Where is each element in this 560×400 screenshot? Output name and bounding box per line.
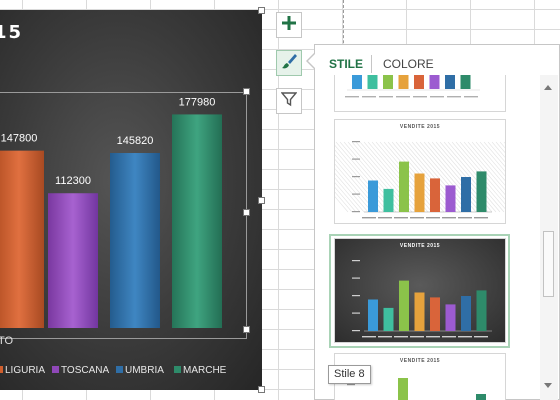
chart-bar[interactable] — [48, 193, 98, 328]
chart-plot: TO LIGURIA TOSCANA UMBRIA MARCHE 147800 1123… — [0, 96, 227, 376]
thumbnail-bar — [445, 304, 456, 331]
style-thumbnail-2[interactable]: VENDITE 2015 — [334, 119, 506, 224]
thumbnail-bar — [398, 75, 409, 89]
thumbnail-bar — [367, 75, 378, 89]
style-thumbnail-4-preview — [347, 378, 486, 400]
resize-handle-right[interactable] — [258, 197, 265, 204]
style-tooltip: Stile 8 — [328, 365, 371, 384]
thumbnail-bar — [414, 292, 425, 331]
thumbnail-bar — [414, 75, 424, 89]
thumbnail-bar — [445, 75, 455, 89]
style-thumbnail-3-preview — [352, 260, 492, 338]
thumbnail-bar — [445, 185, 456, 212]
legend-entry: UMBRIA — [125, 365, 164, 376]
pane-pointer-inner — [308, 53, 316, 69]
style-thumbnail-4-title: VENDITE 2015 — [399, 358, 441, 364]
tab-separator — [371, 55, 372, 73]
thumbnail-bar — [476, 171, 487, 212]
legend-entry: TOSCANA — [61, 365, 109, 376]
chart-bar[interactable] — [172, 114, 222, 328]
plot-handle-right[interactable] — [243, 209, 250, 216]
thumbnail-bar — [430, 297, 440, 331]
legend-entry: LIGURIA — [5, 365, 45, 376]
style-thumbnail-1[interactable] — [334, 75, 506, 112]
thumbnail-bar — [383, 75, 393, 89]
thumbnail-bar — [383, 188, 394, 212]
thumbnail-bar — [368, 180, 378, 212]
chart-data-label: 147800 — [1, 133, 38, 145]
scroll-down-arrow-icon[interactable] — [544, 383, 552, 388]
plus-icon — [281, 15, 297, 36]
style-thumbnail-3[interactable]: VENDITE 2015 — [334, 238, 506, 343]
pane-scrollbar-thumb[interactable] — [543, 231, 554, 297]
funnel-icon — [280, 91, 298, 112]
thumbnail-chart — [335, 141, 505, 219]
chart-area[interactable]: 15 TO LIGURIA TOSCANA UMBRIA MARCHE 147800 1… — [0, 10, 262, 390]
thumbnail-chart — [347, 378, 486, 400]
thumbnail-chart — [352, 260, 492, 338]
chart-bar[interactable] — [110, 153, 160, 328]
style-thumbnail-3-title: VENDITE 2015 — [399, 243, 441, 249]
legend-swatch — [0, 366, 3, 373]
chart-data-label: 145820 — [117, 135, 154, 147]
thumbnail-bar — [430, 178, 440, 212]
legend-swatch — [116, 366, 123, 373]
chart-elements-button[interactable] — [276, 12, 302, 38]
thumbnail-bar — [414, 173, 425, 212]
thumbnail-bar — [398, 378, 408, 400]
chart-title-text: 15 — [0, 22, 24, 43]
chart-styles-button[interactable] — [276, 50, 302, 76]
legend-swatch — [52, 366, 59, 373]
chart-legend: LIGURIA TOSCANA UMBRIA MARCHE — [0, 365, 227, 376]
thumbnail-bar — [429, 75, 440, 89]
style-thumbnail-1-preview — [345, 75, 480, 98]
tab-colore[interactable]: COLORE — [383, 57, 434, 71]
chart-styles-pane: STILE COLORE VENDITE 2015 VENDITE 2015 V… — [314, 44, 560, 400]
thumbnail-bar — [476, 394, 486, 400]
legend-swatch — [174, 366, 181, 373]
chart-title: 15 — [0, 22, 23, 43]
tab-stile[interactable]: STILE — [329, 57, 364, 71]
thumbnail-bar — [352, 75, 362, 89]
thumbnail-bar — [399, 161, 409, 212]
style-thumbnail-2-preview — [335, 141, 505, 219]
thumbnail-bar — [476, 290, 487, 331]
brush-icon — [280, 52, 298, 75]
thumbnail-bar — [368, 299, 378, 331]
selected-style-outline — [329, 234, 510, 348]
thumbnail-bar — [461, 177, 471, 212]
thumbnail-bar — [383, 307, 394, 331]
thumbnail-chart — [345, 75, 480, 98]
thumbnail-bar — [399, 280, 409, 331]
scroll-up-arrow-icon[interactable] — [544, 85, 552, 90]
chart-bar[interactable] — [0, 150, 44, 328]
axis-category-label: TO — [0, 335, 14, 347]
resize-handle-top-right[interactable] — [258, 7, 265, 14]
chart-data-label: 177980 — [179, 96, 216, 108]
plot-handle-bottom-right[interactable] — [243, 326, 250, 333]
resize-handle-bottom-right[interactable] — [258, 386, 265, 393]
style-thumbnail-2-title: VENDITE 2015 — [399, 124, 441, 130]
thumbnail-bar — [461, 296, 471, 331]
legend-entry: MARCHE — [183, 365, 227, 376]
chart-filters-button[interactable] — [276, 88, 302, 114]
thumbnail-bar — [460, 75, 471, 89]
plot-handle-top-right[interactable] — [243, 88, 250, 95]
chart-data-label: 112300 — [55, 175, 91, 187]
